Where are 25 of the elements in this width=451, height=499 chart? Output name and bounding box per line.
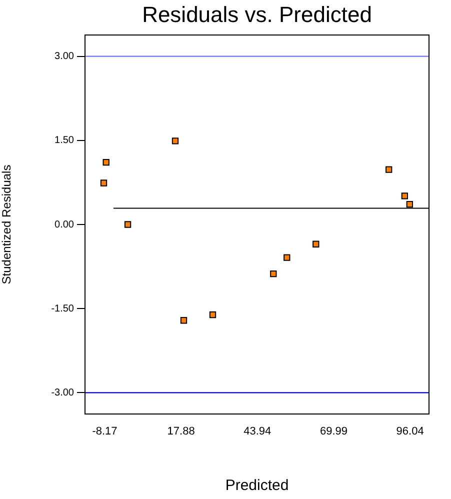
y-axis-title: Studentized Residuals — [0, 164, 14, 284]
point — [284, 254, 290, 261]
chart-title: Residuals vs. Predicted — [142, 2, 372, 28]
x-tick-label: 43.94 — [244, 426, 272, 438]
point — [270, 270, 277, 278]
point — [100, 180, 108, 186]
y-tick-label: -1.50 — [51, 303, 74, 314]
point — [102, 158, 110, 166]
y-tick-label: -3.00 — [51, 387, 74, 398]
point — [172, 138, 179, 144]
point — [386, 166, 392, 173]
point — [180, 317, 188, 324]
x-axis-title: Predicted — [225, 477, 289, 494]
point — [124, 221, 132, 228]
y-tick-label: 3.00 — [54, 51, 74, 62]
point — [406, 200, 413, 208]
x-tick-label: 96.04 — [396, 426, 424, 438]
x-tick-label: 17.88 — [167, 426, 195, 438]
point — [312, 240, 320, 248]
point — [209, 311, 216, 318]
y-tick-label: 0.00 — [54, 219, 74, 230]
x-tick-label: -8.17 — [92, 426, 118, 438]
x-tick-label: 69.99 — [320, 426, 348, 438]
y-tick-label: 1.50 — [54, 135, 74, 146]
point — [401, 192, 408, 200]
